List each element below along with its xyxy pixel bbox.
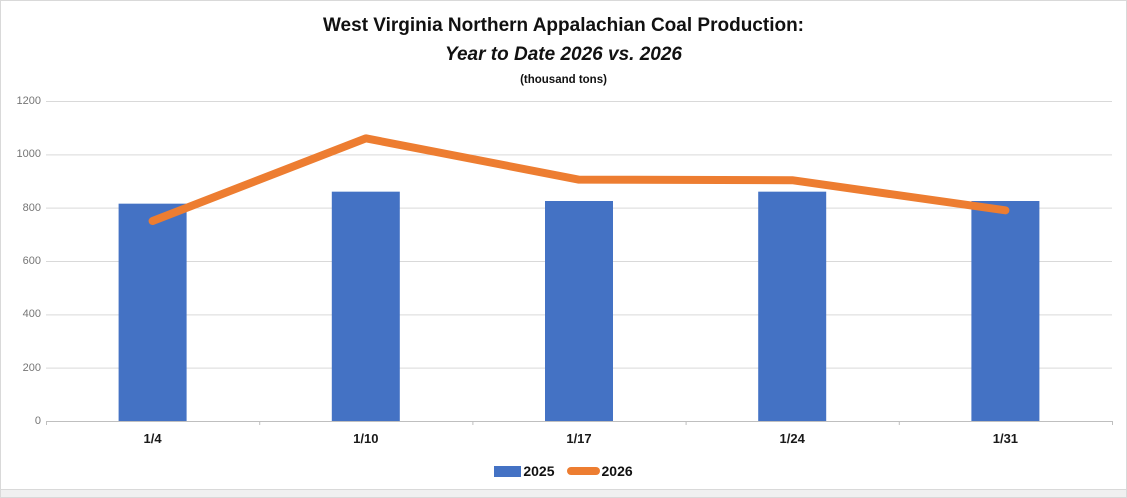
legend-label-2026: 2026: [601, 463, 633, 479]
legend-label-2025: 2025: [523, 463, 555, 479]
y-tick-label: 1000: [16, 148, 41, 161]
legend-bar-swatch-icon: [494, 465, 522, 477]
legend-item-2025: 2025: [494, 463, 555, 479]
y-tick-label: 1200: [16, 95, 41, 107]
y-tick-label: 600: [22, 255, 41, 267]
chart-title-block: West Virginia Northern Appalachian Coal …: [1, 14, 1126, 87]
bottom-strip: [1, 489, 1126, 497]
y-tick-label: 200: [22, 361, 41, 374]
bar-1/24: [758, 191, 827, 421]
legend-item-2026: 2026: [566, 463, 633, 479]
chart-subtitle: Year to Date 2026 vs. 2026: [445, 44, 682, 65]
legend: 2025 2026: [1, 463, 1126, 479]
bar-1/17: [545, 201, 613, 421]
y-tick-label: 800: [22, 201, 41, 214]
legend-line-swatch-icon: [566, 467, 600, 475]
y-tick-label: 400: [22, 308, 41, 321]
chart-units-label: (thousand tons): [520, 74, 607, 86]
y-axis-labels: 0 200 400 600 800 1000 1200: [1, 1, 41, 497]
bar-1/10: [331, 191, 400, 421]
chart-title: West Virginia Northern Appalachian Coal …: [322, 15, 805, 36]
y-tick-label: 0: [34, 415, 41, 427]
bar-1/31: [971, 201, 1040, 421]
bar-1/4: [118, 203, 187, 421]
line-2026: [148, 134, 1010, 225]
